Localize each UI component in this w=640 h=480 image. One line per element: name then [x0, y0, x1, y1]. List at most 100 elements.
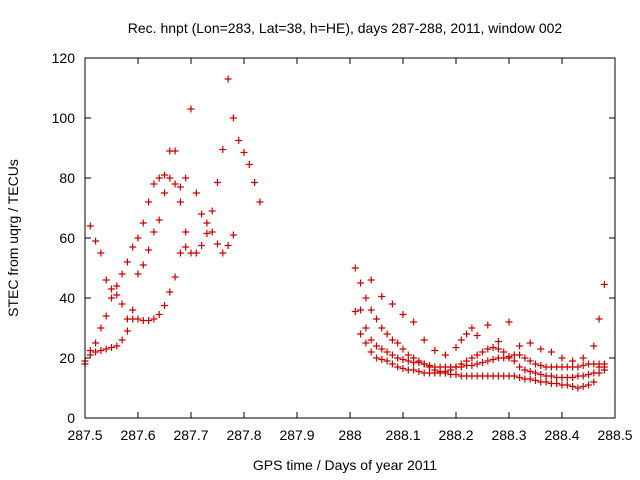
data-point	[394, 339, 402, 347]
data-point	[463, 330, 471, 338]
plot-frame	[84, 57, 616, 419]
data-point	[108, 285, 115, 293]
data-point	[388, 360, 396, 368]
y-tick-label: 100	[52, 110, 76, 126]
data-point	[484, 321, 492, 329]
data-point	[367, 348, 375, 356]
data-point	[526, 368, 534, 375]
data-point	[145, 246, 153, 254]
data-point	[532, 369, 539, 377]
x-tick-label: 288.3	[491, 427, 526, 443]
data-point	[404, 351, 412, 359]
data-point	[150, 180, 158, 188]
data-point	[388, 336, 396, 344]
data-point	[229, 231, 237, 239]
data-point	[585, 381, 592, 389]
data-point	[510, 357, 518, 365]
y-tick-label: 20	[59, 350, 75, 366]
data-point	[537, 362, 545, 369]
data-point	[182, 174, 190, 182]
data-point	[251, 179, 259, 186]
data-point	[198, 242, 206, 249]
data-point	[92, 237, 100, 245]
data-point	[505, 353, 513, 360]
data-point	[102, 276, 110, 284]
y-tick-label: 0	[67, 410, 75, 426]
data-point	[198, 210, 206, 218]
data-point	[431, 347, 439, 354]
data-point	[171, 180, 179, 188]
data-points	[81, 75, 608, 392]
data-point	[473, 351, 481, 359]
data-point	[473, 360, 481, 368]
data-point	[367, 306, 375, 314]
data-point	[129, 306, 137, 314]
data-point	[388, 300, 396, 308]
data-point	[505, 318, 513, 326]
data-point	[86, 347, 94, 354]
data-point	[489, 356, 497, 363]
data-point	[383, 330, 391, 338]
data-point	[245, 161, 253, 168]
data-point	[214, 240, 221, 248]
data-point	[415, 359, 423, 366]
data-point	[92, 348, 100, 356]
data-point	[383, 348, 391, 356]
data-point	[171, 147, 179, 155]
x-tick-label: 287.8	[226, 427, 261, 443]
data-point	[569, 357, 577, 365]
data-point	[399, 356, 407, 363]
data-point	[203, 219, 211, 227]
x-tick-label: 287.9	[279, 427, 314, 443]
data-point	[388, 351, 396, 359]
data-point	[410, 318, 418, 326]
data-point	[457, 363, 465, 371]
x-tick-label: 288.5	[597, 427, 632, 443]
data-point	[97, 249, 105, 257]
data-point	[579, 354, 587, 362]
data-point	[547, 348, 555, 356]
data-point	[378, 345, 386, 353]
data-point	[404, 357, 412, 365]
data-point	[574, 384, 582, 392]
data-point	[123, 258, 131, 266]
data-point	[494, 345, 502, 353]
data-point	[452, 344, 460, 351]
data-point	[537, 371, 545, 378]
data-point	[484, 345, 492, 353]
data-point	[235, 137, 243, 144]
data-point	[134, 315, 142, 323]
data-point	[155, 311, 163, 318]
data-point	[378, 356, 386, 363]
data-point	[113, 282, 121, 290]
data-point	[558, 354, 566, 362]
data-point	[357, 279, 365, 287]
data-point	[590, 342, 598, 350]
data-point	[378, 324, 386, 332]
data-point	[590, 378, 598, 386]
data-point	[240, 149, 248, 156]
data-point	[378, 293, 386, 300]
data-point	[585, 371, 592, 378]
data-point	[176, 249, 184, 257]
data-point	[113, 291, 121, 299]
data-point	[134, 234, 142, 242]
y-axis-label: STEC from uqrg / TECUs	[5, 159, 21, 317]
x-tick-label: 288.1	[385, 427, 420, 443]
data-point	[208, 228, 216, 236]
data-point	[373, 354, 380, 362]
data-point	[590, 369, 598, 377]
data-point	[600, 281, 608, 288]
data-point	[214, 179, 221, 186]
y-tick-label: 120	[52, 50, 76, 66]
y-tick-label: 60	[59, 230, 75, 246]
data-point	[569, 383, 577, 390]
data-point	[383, 357, 391, 365]
data-point	[192, 249, 200, 257]
data-point	[145, 198, 153, 206]
data-point	[182, 228, 190, 236]
data-point	[494, 338, 502, 345]
data-point	[161, 171, 168, 179]
data-point	[97, 347, 105, 354]
data-point	[532, 360, 539, 368]
